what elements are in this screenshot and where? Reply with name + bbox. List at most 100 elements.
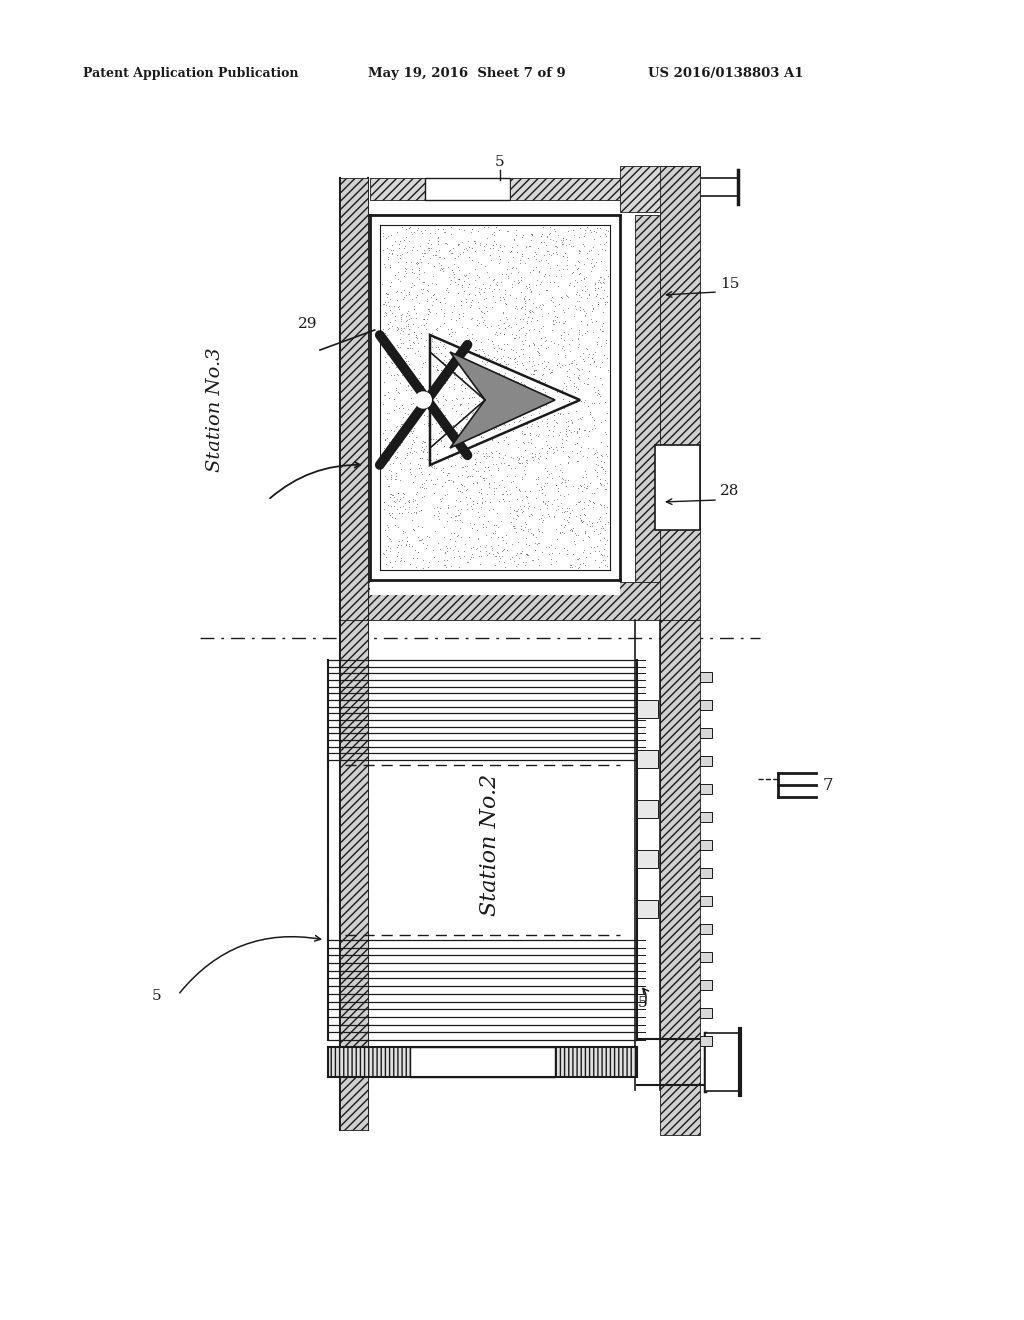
- Point: [599, 556, 615, 577]
- Point: [561, 333, 578, 354]
- Point: [388, 416, 404, 437]
- Point: [507, 517, 523, 539]
- Point: [561, 273, 578, 294]
- Point: [507, 356, 523, 378]
- Point: [444, 243, 461, 264]
- Point: [583, 491, 599, 512]
- Point: [460, 277, 476, 298]
- Point: [395, 286, 412, 308]
- Point: [383, 434, 399, 455]
- Point: [579, 279, 595, 300]
- Point: [500, 539, 516, 560]
- Point: [482, 315, 499, 337]
- Point: [570, 546, 587, 568]
- Point: [400, 375, 417, 396]
- Point: [521, 387, 538, 408]
- Point: [597, 409, 613, 430]
- Point: [402, 421, 419, 442]
- Point: [390, 541, 407, 562]
- Point: [521, 289, 538, 310]
- Point: [590, 540, 606, 561]
- Point: [560, 411, 577, 432]
- Point: [497, 557, 513, 578]
- Point: [570, 379, 587, 400]
- Point: [550, 276, 566, 297]
- Point: [537, 484, 553, 506]
- Point: [378, 343, 394, 364]
- Point: [512, 401, 528, 422]
- Point: [535, 216, 551, 238]
- Point: [574, 511, 591, 532]
- Point: [597, 290, 613, 312]
- Point: [407, 418, 423, 440]
- Point: [400, 323, 417, 345]
- Point: [559, 416, 575, 437]
- Point: [414, 282, 430, 304]
- Point: [404, 422, 421, 444]
- Point: [578, 467, 594, 488]
- Point: [589, 216, 605, 238]
- Point: [438, 352, 455, 374]
- Point: [597, 513, 613, 535]
- Point: [524, 292, 541, 313]
- Point: [406, 275, 422, 296]
- Point: [504, 323, 520, 345]
- Point: [399, 375, 416, 396]
- Point: [496, 413, 512, 434]
- Point: [589, 334, 605, 355]
- Point: [432, 417, 449, 438]
- Point: [529, 451, 546, 473]
- Point: [499, 308, 515, 329]
- Point: [381, 276, 397, 297]
- Point: [524, 449, 541, 470]
- Point: [445, 253, 462, 275]
- Point: [592, 272, 608, 293]
- Point: [541, 463, 557, 484]
- Point: [463, 420, 479, 441]
- Point: [517, 290, 534, 312]
- Point: [569, 329, 586, 350]
- Point: [579, 374, 595, 395]
- Point: [505, 508, 521, 529]
- Point: [592, 356, 608, 378]
- Point: [383, 503, 399, 524]
- Point: [487, 378, 504, 399]
- Point: [528, 474, 545, 495]
- Point: [532, 249, 549, 271]
- Point: [525, 367, 542, 388]
- Point: [404, 421, 421, 442]
- Point: [445, 523, 462, 544]
- Point: [394, 495, 411, 516]
- Point: [438, 362, 455, 383]
- Point: [599, 473, 615, 494]
- Point: [413, 322, 429, 343]
- Point: [403, 223, 420, 244]
- Point: [402, 380, 419, 401]
- Point: [463, 496, 479, 517]
- Point: [464, 413, 480, 434]
- Point: [459, 407, 475, 428]
- Point: [422, 391, 438, 412]
- Point: [594, 455, 610, 477]
- Point: [504, 276, 520, 297]
- Point: [570, 491, 587, 512]
- Point: [569, 432, 586, 453]
- Point: [586, 414, 602, 436]
- Point: [591, 508, 607, 529]
- Point: [399, 360, 416, 381]
- Point: [459, 499, 475, 520]
- Point: [461, 263, 477, 284]
- Point: [572, 391, 589, 412]
- Point: [473, 492, 489, 513]
- Point: [390, 234, 407, 255]
- Point: [402, 252, 419, 273]
- Point: [579, 338, 595, 359]
- Point: [397, 447, 414, 469]
- Point: [408, 483, 424, 504]
- Point: [456, 441, 472, 462]
- Point: [485, 269, 502, 290]
- Point: [558, 424, 574, 445]
- Point: [514, 330, 530, 351]
- Point: [447, 247, 464, 268]
- Point: [535, 305, 551, 326]
